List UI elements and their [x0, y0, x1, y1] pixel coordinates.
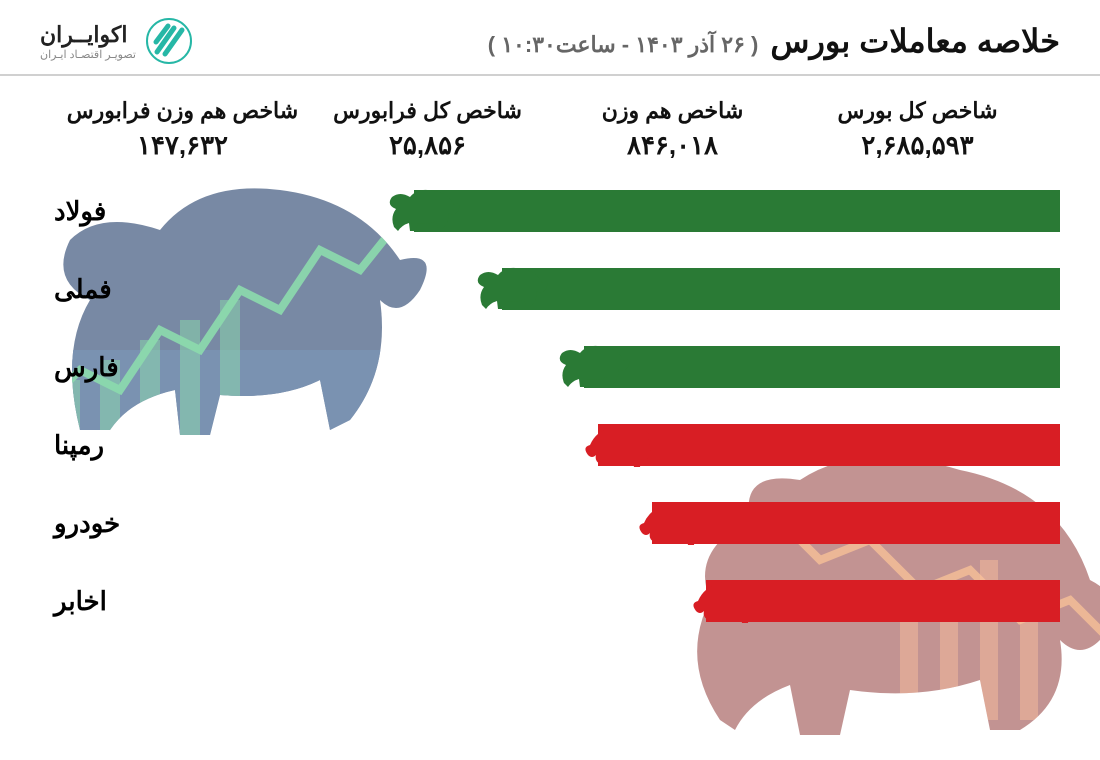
stat-label: شاخص هم وزن [550, 98, 795, 124]
brand-logo-icon [146, 18, 192, 64]
bar-row: فولاد [40, 181, 1060, 241]
bull-icon [394, 185, 464, 237]
bar-row: فملی [40, 259, 1060, 319]
bar-label: رمپنا [54, 430, 104, 461]
header: خلاصه معاملات بورس ( ۲۶ آذر ۱۴۰۳ - ساعت۱… [0, 0, 1100, 76]
stat-value: ۲,۶۸۵,۵۹۳ [795, 130, 1040, 161]
bar-label: فولاد [54, 196, 106, 227]
bar-fill [502, 268, 1060, 310]
stat-card: شاخص هم وزن ۸۴۶,۰۱۸ [550, 98, 795, 161]
bar-label: اخابر [54, 586, 107, 617]
bar-row: فارس [40, 337, 1060, 397]
stat-label: شاخص هم وزن فرابورس [60, 98, 305, 124]
stat-card: شاخص کل بورس ۲,۶۸۵,۵۹۳ [795, 98, 1040, 161]
bar-row: اخابر [40, 571, 1060, 631]
bar-fill [652, 502, 1060, 544]
bar-label: خودرو [54, 508, 120, 539]
bar-row: رمپنا [40, 415, 1060, 475]
stat-label: شاخص کل بورس [795, 98, 1040, 124]
stat-label: شاخص کل فرابورس [305, 98, 550, 124]
bear-icon [686, 575, 756, 627]
brand: اکوایــران تصویـر اقتصـاد ایـران [40, 18, 192, 64]
bear-icon [578, 419, 648, 471]
bull-icon [482, 263, 552, 315]
bar-fill [598, 424, 1060, 466]
bar-fill [414, 190, 1060, 232]
bar-label: فارس [54, 352, 119, 383]
brand-name: اکوایــران [40, 22, 136, 48]
report-date: ( ۲۶ آذر ۱۴۰۳ - ساعت۱۰:۳۰ ) [488, 32, 759, 58]
brand-subtitle: تصویـر اقتصـاد ایـران [40, 48, 136, 61]
bar-row: خودرو [40, 493, 1060, 553]
bull-icon [564, 341, 634, 393]
bear-icon [632, 497, 702, 549]
stat-value: ۸۴۶,۰۱۸ [550, 130, 795, 161]
page-title: خلاصه معاملات بورس [770, 22, 1060, 60]
bar-chart: فولاد فملی فارس رمپنا خودرو اخابر [0, 171, 1100, 631]
bar-fill [584, 346, 1060, 388]
bar-label: فملی [54, 274, 112, 305]
